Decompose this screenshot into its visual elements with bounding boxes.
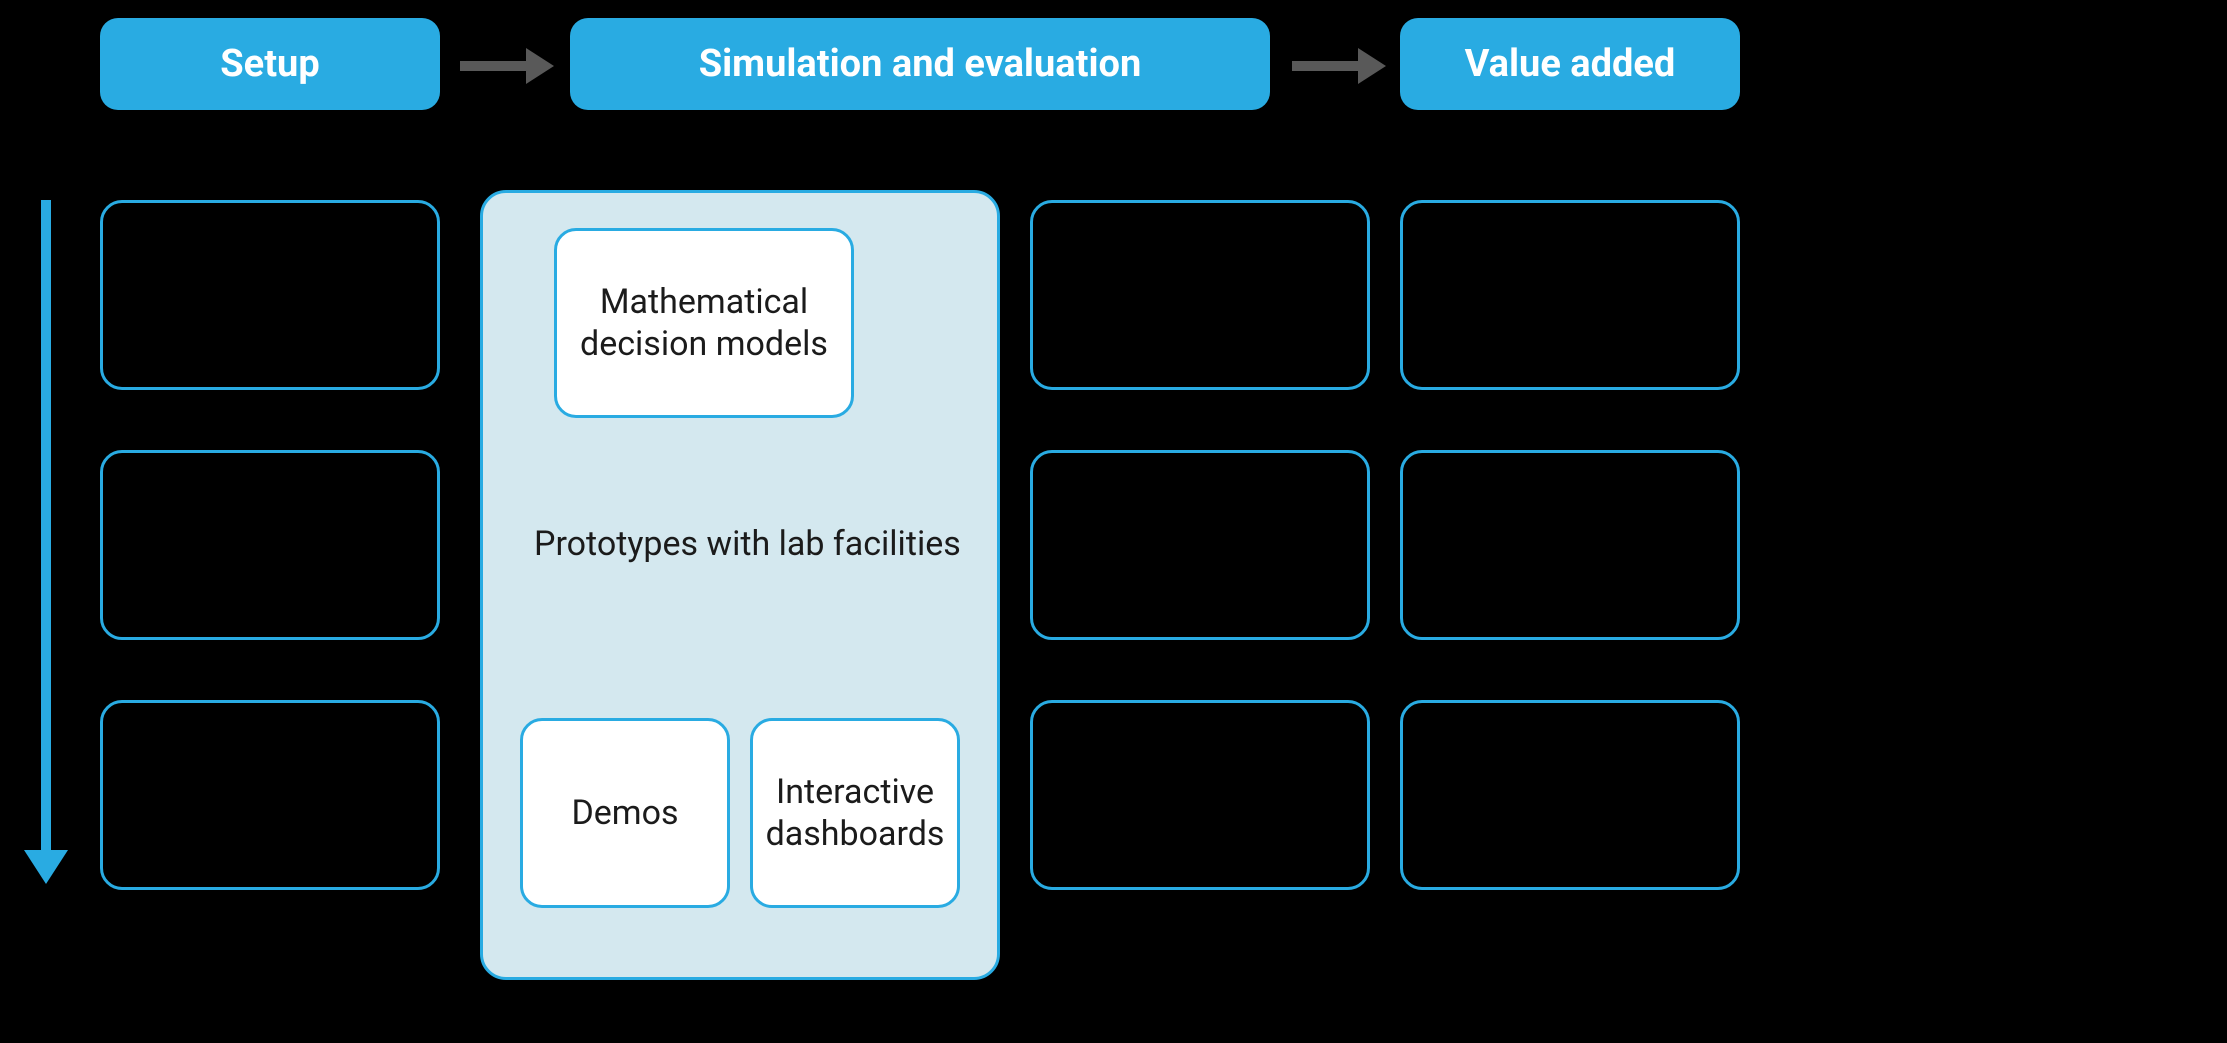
prototype-panel-label: Prototypes with lab facilities (534, 524, 961, 564)
header-setup-label: Setup (220, 42, 319, 86)
header-simulation: Simulation and evaluation (570, 18, 1270, 110)
setup-box-2 (100, 450, 440, 640)
header-setup: Setup (100, 18, 440, 110)
value-box-2 (1400, 450, 1740, 640)
value-box-1 (1400, 200, 1740, 390)
arrow-head-icon (1358, 48, 1386, 84)
timeline-arrow-shaft (41, 200, 51, 850)
arrow-shaft (460, 61, 526, 71)
eval-box-3 (1030, 700, 1370, 890)
eval-box-1 (1030, 200, 1370, 390)
card-math-models: Mathematical decision models (554, 228, 854, 418)
timeline-arrow (24, 200, 68, 884)
arrow-sim-to-value (1292, 48, 1386, 84)
card-demos: Demos (520, 718, 730, 908)
header-simulation-label: Simulation and evaluation (699, 42, 1142, 86)
header-value-added: Value added (1400, 18, 1740, 110)
card-demos-label: Demos (571, 792, 678, 835)
timeline-arrow-head-icon (24, 850, 68, 884)
setup-box-3 (100, 700, 440, 890)
arrow-setup-to-sim (460, 48, 554, 84)
header-value-added-label: Value added (1465, 42, 1676, 86)
arrow-shaft (1292, 61, 1358, 71)
card-dashboards: Interactive dashboards (750, 718, 960, 908)
setup-box-1 (100, 200, 440, 390)
diagram-stage: Setup Simulation and evaluation Value ad… (0, 0, 2227, 1043)
eval-box-2 (1030, 450, 1370, 640)
value-box-3 (1400, 700, 1740, 890)
arrow-head-icon (526, 48, 554, 84)
card-dashboards-label: Interactive dashboards (766, 771, 945, 856)
card-math-models-label: Mathematical decision models (580, 281, 828, 366)
